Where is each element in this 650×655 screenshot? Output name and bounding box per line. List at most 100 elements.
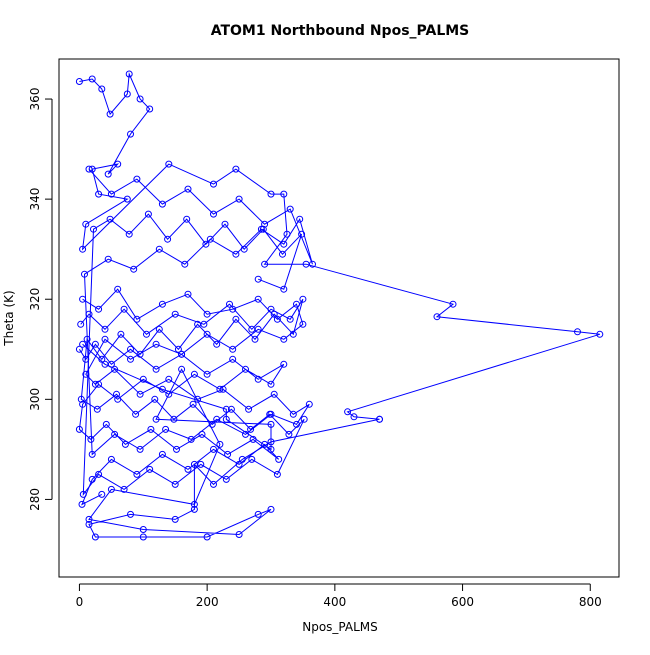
data-point xyxy=(127,130,134,138)
data-point xyxy=(123,195,131,203)
data-point xyxy=(82,370,90,378)
data-point xyxy=(91,533,99,541)
data-point xyxy=(85,310,93,318)
data-point xyxy=(245,405,253,413)
data-point xyxy=(90,225,97,233)
data-point xyxy=(143,330,150,338)
data-point xyxy=(144,210,152,218)
data-point xyxy=(197,460,205,468)
data-point xyxy=(249,435,257,443)
y-tick-label: 320 xyxy=(28,288,42,311)
data-point xyxy=(240,245,248,253)
data-point xyxy=(286,205,294,213)
data-point xyxy=(254,275,262,283)
data-point xyxy=(133,175,141,183)
data-point xyxy=(171,515,179,523)
data-point xyxy=(267,380,275,388)
data-point xyxy=(165,160,173,168)
data-point xyxy=(184,465,192,473)
data-point xyxy=(235,531,243,538)
data-point xyxy=(247,425,255,433)
data-point xyxy=(266,410,274,418)
y-axis-label: Theta (K) xyxy=(2,290,16,346)
data-point xyxy=(165,375,173,383)
data-point xyxy=(125,230,133,238)
data-point xyxy=(152,340,160,348)
data-point xyxy=(298,230,306,238)
data-point xyxy=(101,325,109,333)
data-point xyxy=(114,160,122,168)
data-point xyxy=(127,510,134,518)
data-point xyxy=(121,440,129,448)
data-point xyxy=(139,526,147,533)
series-line xyxy=(82,168,313,456)
data-point xyxy=(181,260,189,268)
data-point xyxy=(120,485,128,493)
data-point xyxy=(98,355,106,363)
data-point xyxy=(242,430,249,438)
data-point xyxy=(267,445,275,453)
data-point xyxy=(267,190,275,198)
x-tick-label: 800 xyxy=(579,595,602,609)
data-point xyxy=(81,270,88,278)
data-point xyxy=(77,320,85,328)
data-point xyxy=(120,305,128,313)
series-line xyxy=(79,72,600,538)
data-point xyxy=(267,420,275,428)
data-point xyxy=(104,255,112,263)
data-point xyxy=(171,480,179,488)
data-point xyxy=(226,300,233,308)
data-point xyxy=(79,340,87,348)
data-point xyxy=(261,260,269,268)
data-point xyxy=(98,85,106,93)
data-point xyxy=(88,75,96,83)
data-point xyxy=(106,215,114,223)
data-point xyxy=(213,415,221,423)
data-point xyxy=(229,305,237,313)
data-point xyxy=(213,340,221,348)
x-axis-label: Npos_PALMS xyxy=(302,620,378,634)
data-point xyxy=(85,165,93,173)
data-point xyxy=(299,320,307,328)
y-tick-label: 360 xyxy=(28,88,42,111)
data-point xyxy=(221,220,229,228)
data-point xyxy=(146,465,154,473)
data-point xyxy=(574,328,581,336)
data-point xyxy=(273,470,281,478)
data-point xyxy=(433,313,441,321)
data-point xyxy=(203,533,211,541)
data-point xyxy=(280,285,288,293)
data-point xyxy=(206,235,214,243)
data-point xyxy=(133,470,141,478)
data-point xyxy=(273,315,281,323)
data-point xyxy=(79,245,87,253)
data-point xyxy=(106,110,114,118)
data-point xyxy=(125,70,133,78)
data-point xyxy=(164,235,172,243)
chart-title: ATOM1 Northbound Npos_PALMS xyxy=(211,23,470,39)
data-point xyxy=(173,445,180,453)
data-point xyxy=(203,310,211,318)
x-axis: 0 200 400 600 800 xyxy=(76,583,602,609)
data-point xyxy=(350,413,358,421)
x-tick-label: 200 xyxy=(196,595,219,609)
data-point xyxy=(229,355,237,363)
data-point xyxy=(107,455,115,463)
data-point xyxy=(279,250,286,258)
data-point xyxy=(242,365,249,373)
data-point xyxy=(210,445,217,453)
data-point xyxy=(267,505,275,513)
data-point xyxy=(107,485,115,493)
data-point xyxy=(104,170,112,178)
data-point xyxy=(232,315,240,323)
data-point xyxy=(151,395,159,403)
data-point xyxy=(210,210,217,218)
data-point xyxy=(158,300,166,308)
data-point xyxy=(189,400,197,408)
data-point xyxy=(139,533,147,541)
data-point xyxy=(132,410,140,418)
data-point xyxy=(229,345,237,353)
data-point xyxy=(596,330,604,338)
data-point xyxy=(130,265,138,273)
